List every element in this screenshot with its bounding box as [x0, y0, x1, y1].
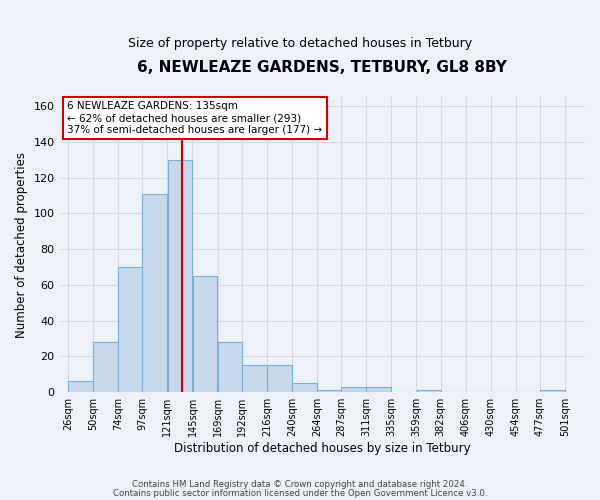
Title: 6, NEWLEAZE GARDENS, TETBURY, GL8 8BY: 6, NEWLEAZE GARDENS, TETBURY, GL8 8BY [137, 60, 507, 75]
Bar [317, 390, 342, 392]
Bar [118, 267, 143, 392]
Text: Contains public sector information licensed under the Open Government Licence v3: Contains public sector information licen… [113, 488, 487, 498]
Bar [367, 387, 391, 392]
X-axis label: Distribution of detached houses by size in Tetbury: Distribution of detached houses by size … [174, 442, 470, 455]
Text: 6 NEWLEAZE GARDENS: 135sqm
← 62% of detached houses are smaller (293)
37% of sem: 6 NEWLEAZE GARDENS: 135sqm ← 62% of deta… [67, 102, 323, 134]
Y-axis label: Number of detached properties: Number of detached properties [15, 152, 28, 338]
Bar [242, 366, 266, 392]
Bar [292, 384, 317, 392]
Bar [341, 387, 366, 392]
Bar [167, 160, 192, 392]
Text: Size of property relative to detached houses in Tetbury: Size of property relative to detached ho… [128, 38, 472, 51]
Bar [193, 276, 217, 392]
Bar [93, 342, 118, 392]
Bar [68, 382, 93, 392]
Bar [417, 390, 442, 392]
Bar [267, 366, 292, 392]
Bar [142, 194, 167, 392]
Bar [540, 390, 565, 392]
Bar [218, 342, 242, 392]
Text: Contains HM Land Registry data © Crown copyright and database right 2024.: Contains HM Land Registry data © Crown c… [132, 480, 468, 489]
